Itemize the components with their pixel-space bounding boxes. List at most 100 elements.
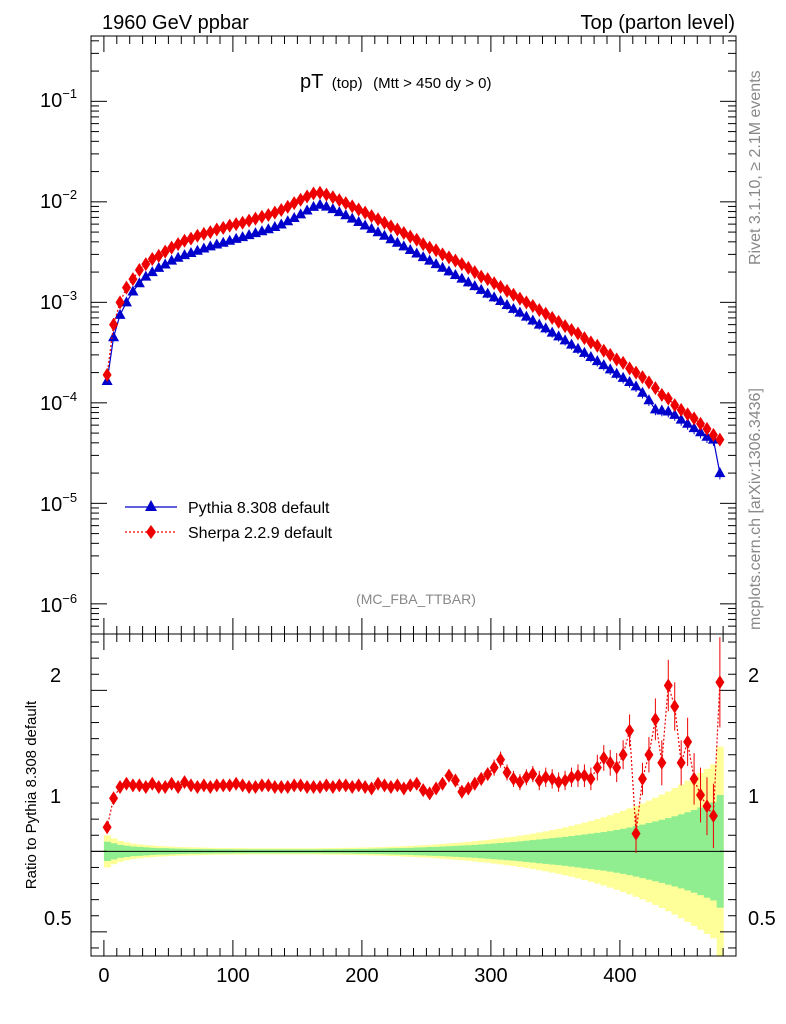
- data-point-sherpa: [212, 222, 222, 237]
- ratio-data-point: [489, 760, 499, 775]
- data-point-pythia: [514, 306, 526, 317]
- ratio-data-point: [573, 768, 583, 783]
- data-point-pythia: [682, 417, 694, 428]
- ratio-data-point: [618, 747, 628, 762]
- data-point-pythia: [527, 314, 539, 325]
- data-point-pythia: [507, 302, 519, 313]
- data-point-sherpa: [102, 367, 112, 382]
- ratio-data-point: [650, 712, 660, 727]
- xtick-label-200: 200: [345, 965, 378, 987]
- ratio-data-point: [637, 771, 647, 786]
- xtick-label-100: 100: [216, 965, 249, 987]
- data-point-sherpa: [270, 205, 280, 220]
- data-point-pythia: [662, 405, 674, 416]
- data-point-pythia: [437, 261, 449, 272]
- data-point-pythia: [578, 346, 590, 357]
- ytick-label-1e-1: 10−1: [40, 86, 77, 112]
- plot-title-main: pT: [300, 71, 323, 93]
- data-point-sherpa: [250, 211, 260, 226]
- series-pythia: [101, 198, 726, 480]
- ratio-data-point: [334, 778, 344, 793]
- data-point-pythia: [643, 394, 655, 405]
- ratio-data-point: [689, 771, 699, 786]
- analysis-watermark: (MC_FBA_TTBAR): [356, 591, 476, 607]
- data-point-sherpa: [128, 272, 138, 287]
- ratio-data-point: [657, 755, 667, 770]
- data-point-sherpa: [238, 215, 248, 230]
- data-point-pythia: [159, 258, 171, 269]
- data-point-sherpa: [670, 398, 680, 413]
- ytick-label-1e-4: 10−4: [40, 389, 77, 415]
- data-point-pythia: [314, 198, 326, 209]
- data-point-sherpa: [115, 295, 125, 310]
- data-point-pythia: [295, 208, 307, 219]
- ratio-data-point: [444, 768, 454, 783]
- ratio-data-point: [205, 779, 215, 794]
- data-point-pythia: [301, 204, 313, 215]
- data-point-pythia: [443, 265, 455, 276]
- ratio-data-point: [341, 778, 351, 793]
- data-point-sherpa: [347, 199, 357, 214]
- ratio-data-point: [715, 675, 725, 690]
- data-point-pythia: [449, 269, 461, 280]
- data-point-sherpa: [676, 402, 686, 417]
- ratio-data-point: [663, 678, 673, 693]
- ratio-data-point: [599, 750, 609, 765]
- ytick-label-1e-2: 10−2: [40, 187, 77, 213]
- data-point-pythia: [553, 330, 565, 341]
- ratio-data-point: [483, 767, 493, 782]
- ratio-data-point: [328, 779, 338, 794]
- data-point-pythia: [636, 386, 648, 397]
- ratio-data-point: [644, 747, 654, 762]
- data-point-pythia: [533, 318, 545, 329]
- data-point-pythia: [611, 367, 623, 378]
- data-point-pythia: [540, 322, 552, 333]
- data-point-sherpa: [708, 427, 718, 442]
- data-point-pythia: [656, 404, 668, 415]
- ratio-data-point: [225, 778, 235, 793]
- legend-label-pythia: Pythia 8.308 default: [188, 500, 330, 517]
- data-point-pythia: [475, 283, 487, 294]
- ratio-data-point: [296, 778, 306, 793]
- data-point-pythia: [695, 426, 707, 437]
- main-plot-panel: [90, 35, 737, 635]
- ratio-data-point: [154, 779, 164, 794]
- ratio-data-point: [102, 820, 112, 835]
- data-point-pythia: [469, 280, 481, 291]
- data-point-sherpa: [644, 375, 654, 390]
- data-point-sherpa: [438, 247, 448, 262]
- data-point-pythia: [327, 203, 339, 214]
- data-point-pythia: [140, 270, 152, 281]
- ratio-data-point: [121, 776, 131, 791]
- data-point-sherpa: [554, 314, 564, 329]
- data-point-sherpa: [425, 240, 435, 255]
- data-point-pythia: [520, 310, 532, 321]
- ratio-data-point: [528, 767, 538, 782]
- ratio-data-point: [283, 779, 293, 794]
- data-point-pythia: [591, 355, 603, 366]
- legend-marker-sherpa: [146, 525, 156, 539]
- data-point-pythia: [359, 219, 371, 230]
- series-sherpa: [102, 185, 725, 447]
- data-point-sherpa: [476, 269, 486, 284]
- data-point-sherpa: [625, 361, 635, 376]
- ratio-ytick-label-2-right: 2: [748, 665, 759, 687]
- ratio-data-point: [244, 779, 254, 794]
- ratio-data-point: [347, 779, 357, 794]
- main-y-tick-labels: 10−1 10−2 10−3 10−4 10−5 10−6: [40, 86, 77, 617]
- ratio-data-point: [354, 778, 364, 793]
- ratio-ytick-label-1-right: 1: [748, 786, 759, 808]
- data-point-pythia: [385, 233, 397, 244]
- ratio-data-point: [173, 779, 183, 794]
- mcplots-source-label: mcplots.cern.ch [arXiv:1306.3436]: [747, 388, 764, 630]
- data-point-pythia: [282, 215, 294, 226]
- data-point-pythia: [127, 285, 139, 296]
- ratio-data-point: [218, 778, 228, 793]
- data-point-pythia: [378, 229, 390, 240]
- ratio-data-point: [250, 779, 260, 794]
- data-point-pythia: [108, 331, 120, 342]
- ratio-plot-frame: [90, 633, 737, 957]
- data-point-sherpa: [302, 189, 312, 204]
- ratio-data-point: [450, 773, 460, 788]
- data-point-sherpa: [431, 243, 441, 258]
